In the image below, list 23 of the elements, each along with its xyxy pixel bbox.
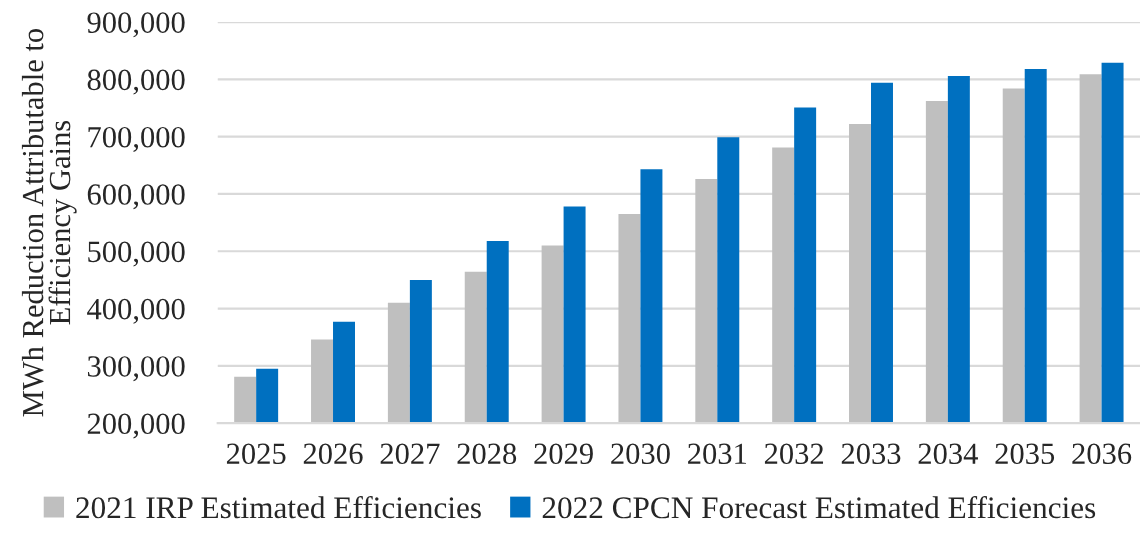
x-tick-label: 2032 — [764, 443, 824, 465]
x-tick-label: 2035 — [995, 443, 1055, 465]
x-tick-label: 2028 — [457, 443, 517, 465]
x-tick-label: 2030 — [611, 443, 670, 465]
y-tick-label: 400,000 — [87, 298, 185, 324]
x-tick-label: 2026 — [303, 443, 363, 465]
x-tick-label: 2034 — [918, 443, 978, 465]
x-tick-label: 2033 — [841, 443, 901, 465]
x-tick-label: 2025 — [226, 443, 286, 465]
x-tick-label: 2027 — [380, 443, 440, 465]
legend-label: 2021 IRP Estimated Efficiencies — [76, 496, 481, 519]
y-tick-label: 900,000 — [87, 12, 185, 38]
y-tick-label: 600,000 — [87, 184, 185, 210]
y-tick-label: 500,000 — [88, 241, 185, 267]
y-tick-label: 700,000 — [88, 126, 185, 152]
x-tick-label: 2036 — [1072, 443, 1132, 465]
y-tick-label: 200,000 — [87, 413, 185, 439]
x-tick-label: 2031 — [688, 443, 747, 465]
y-tick-label: 800,000 — [87, 69, 185, 95]
x-tick-label: 2029 — [534, 443, 593, 465]
legend-label: 2022 CPCN Forecast Estimated Efficiencies — [542, 496, 1096, 519]
y-tick-label: 300,000 — [87, 356, 185, 382]
y-axis-title: MWh Reduction Attributable to Efficiency Gains — [21, 28, 77, 417]
